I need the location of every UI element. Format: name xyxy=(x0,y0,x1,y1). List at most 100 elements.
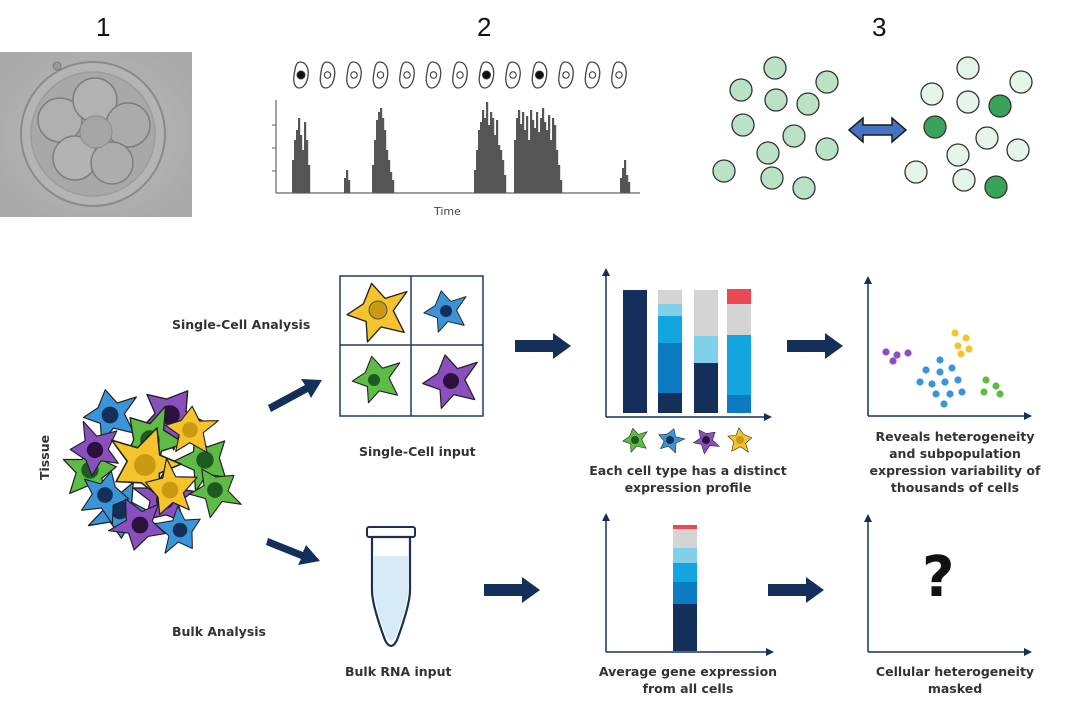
cell-icon xyxy=(558,61,574,89)
burst-bar xyxy=(294,140,297,193)
cell-icon xyxy=(399,61,415,89)
scatter-point xyxy=(996,390,1004,398)
scatter-point xyxy=(954,342,962,350)
bar-segment xyxy=(694,290,718,336)
burst-bar xyxy=(484,118,487,193)
star-cell-icon xyxy=(105,489,176,560)
cell-circle xyxy=(984,175,1008,199)
burst-bar xyxy=(482,110,485,193)
scatter-point xyxy=(980,388,988,396)
star-cell-icon xyxy=(149,499,211,560)
burst-bar xyxy=(554,125,557,193)
cell-circle xyxy=(920,82,944,106)
burst-bar xyxy=(292,160,295,193)
scatter-point xyxy=(951,329,959,337)
bar-segment xyxy=(658,343,682,393)
burst-bar xyxy=(526,116,529,193)
star-cell-icon xyxy=(158,400,221,462)
burst-bar xyxy=(536,112,539,193)
burst-bar xyxy=(496,120,499,193)
bar-segment xyxy=(673,529,697,548)
scatter-point xyxy=(957,350,965,358)
burst-bar xyxy=(298,118,301,193)
right-arrow-icon xyxy=(266,538,320,565)
cell-icon xyxy=(293,61,309,89)
burst-bar xyxy=(376,120,379,193)
burst-bar xyxy=(488,125,491,193)
scatter-point xyxy=(941,378,949,386)
star-cell-icon xyxy=(727,427,753,453)
burst-bar xyxy=(348,180,351,193)
burst-bar xyxy=(518,110,521,193)
scatter-point xyxy=(904,349,912,357)
cell-icon xyxy=(452,61,468,89)
single-cell-expression-bars xyxy=(602,268,772,421)
burst-bar xyxy=(384,130,387,193)
bar-segment xyxy=(658,304,682,316)
burst-bar xyxy=(372,165,375,193)
scatter-point xyxy=(936,356,944,364)
bulk-result-caption: Cellular heterogeneity masked xyxy=(875,664,1035,696)
scatter-point xyxy=(958,388,966,396)
cell-icon xyxy=(372,61,389,89)
embryo-micrograph xyxy=(0,52,192,217)
burst-bar xyxy=(386,150,389,193)
burst-bar xyxy=(542,108,545,193)
burst-bar xyxy=(476,150,479,193)
burst-bar xyxy=(308,165,311,193)
star-cell-icon xyxy=(72,462,137,527)
cell-circle xyxy=(815,70,839,94)
burst-bar xyxy=(382,118,385,193)
panel-number-1: 1 xyxy=(96,12,111,42)
burst-bar xyxy=(628,182,631,193)
star-cell-icon xyxy=(166,421,244,499)
burst-bar xyxy=(480,122,483,193)
cell-circle xyxy=(712,159,736,183)
single-cell-grid xyxy=(339,275,484,417)
burst-bar xyxy=(474,170,477,193)
burst-bar xyxy=(556,150,559,193)
scatter-point xyxy=(982,376,990,384)
scatter-point xyxy=(916,378,924,386)
bar-segment xyxy=(727,395,751,413)
bulk-expression-bar xyxy=(602,513,774,656)
cell-icon-row xyxy=(293,61,627,89)
bar-segment xyxy=(673,604,697,651)
cell-circle xyxy=(956,90,980,114)
burst-bar xyxy=(492,118,495,193)
burst-bar xyxy=(304,122,307,193)
burst-bar xyxy=(486,102,489,193)
bulk-input-label: Bulk RNA input xyxy=(345,664,452,679)
scatter-point xyxy=(940,400,948,408)
scatter-point xyxy=(962,334,970,342)
cell-icon xyxy=(611,61,627,89)
scatter-point xyxy=(932,390,940,398)
right-arrow-icon xyxy=(787,333,843,359)
burst-bar xyxy=(490,112,493,193)
timecourse-plot xyxy=(272,100,640,194)
burst-bar xyxy=(540,118,543,193)
burst-bar xyxy=(534,128,537,193)
bar-segment xyxy=(673,582,697,604)
star-cell-icon xyxy=(82,389,137,442)
bar-segment xyxy=(673,548,697,563)
scatter-point xyxy=(965,345,973,353)
burst-bar xyxy=(502,160,505,193)
scatter-point xyxy=(936,368,944,376)
burst-bar xyxy=(390,172,393,193)
cell-icon xyxy=(346,61,362,89)
burst-bar xyxy=(522,112,525,193)
burst-bar xyxy=(550,140,553,193)
bar-segment xyxy=(673,563,697,582)
burst-bar xyxy=(626,175,629,193)
cell-circle xyxy=(988,94,1012,118)
cell-circle xyxy=(815,137,839,161)
burst-bar xyxy=(548,115,551,193)
bulk-profile-caption: Average gene expression from all cells xyxy=(598,664,778,696)
star-cell-icon xyxy=(622,427,648,453)
double-arrow-icon xyxy=(847,116,908,144)
burst-bar xyxy=(498,145,501,193)
cell-icon xyxy=(425,61,442,89)
panel-number-3: 3 xyxy=(872,12,887,42)
